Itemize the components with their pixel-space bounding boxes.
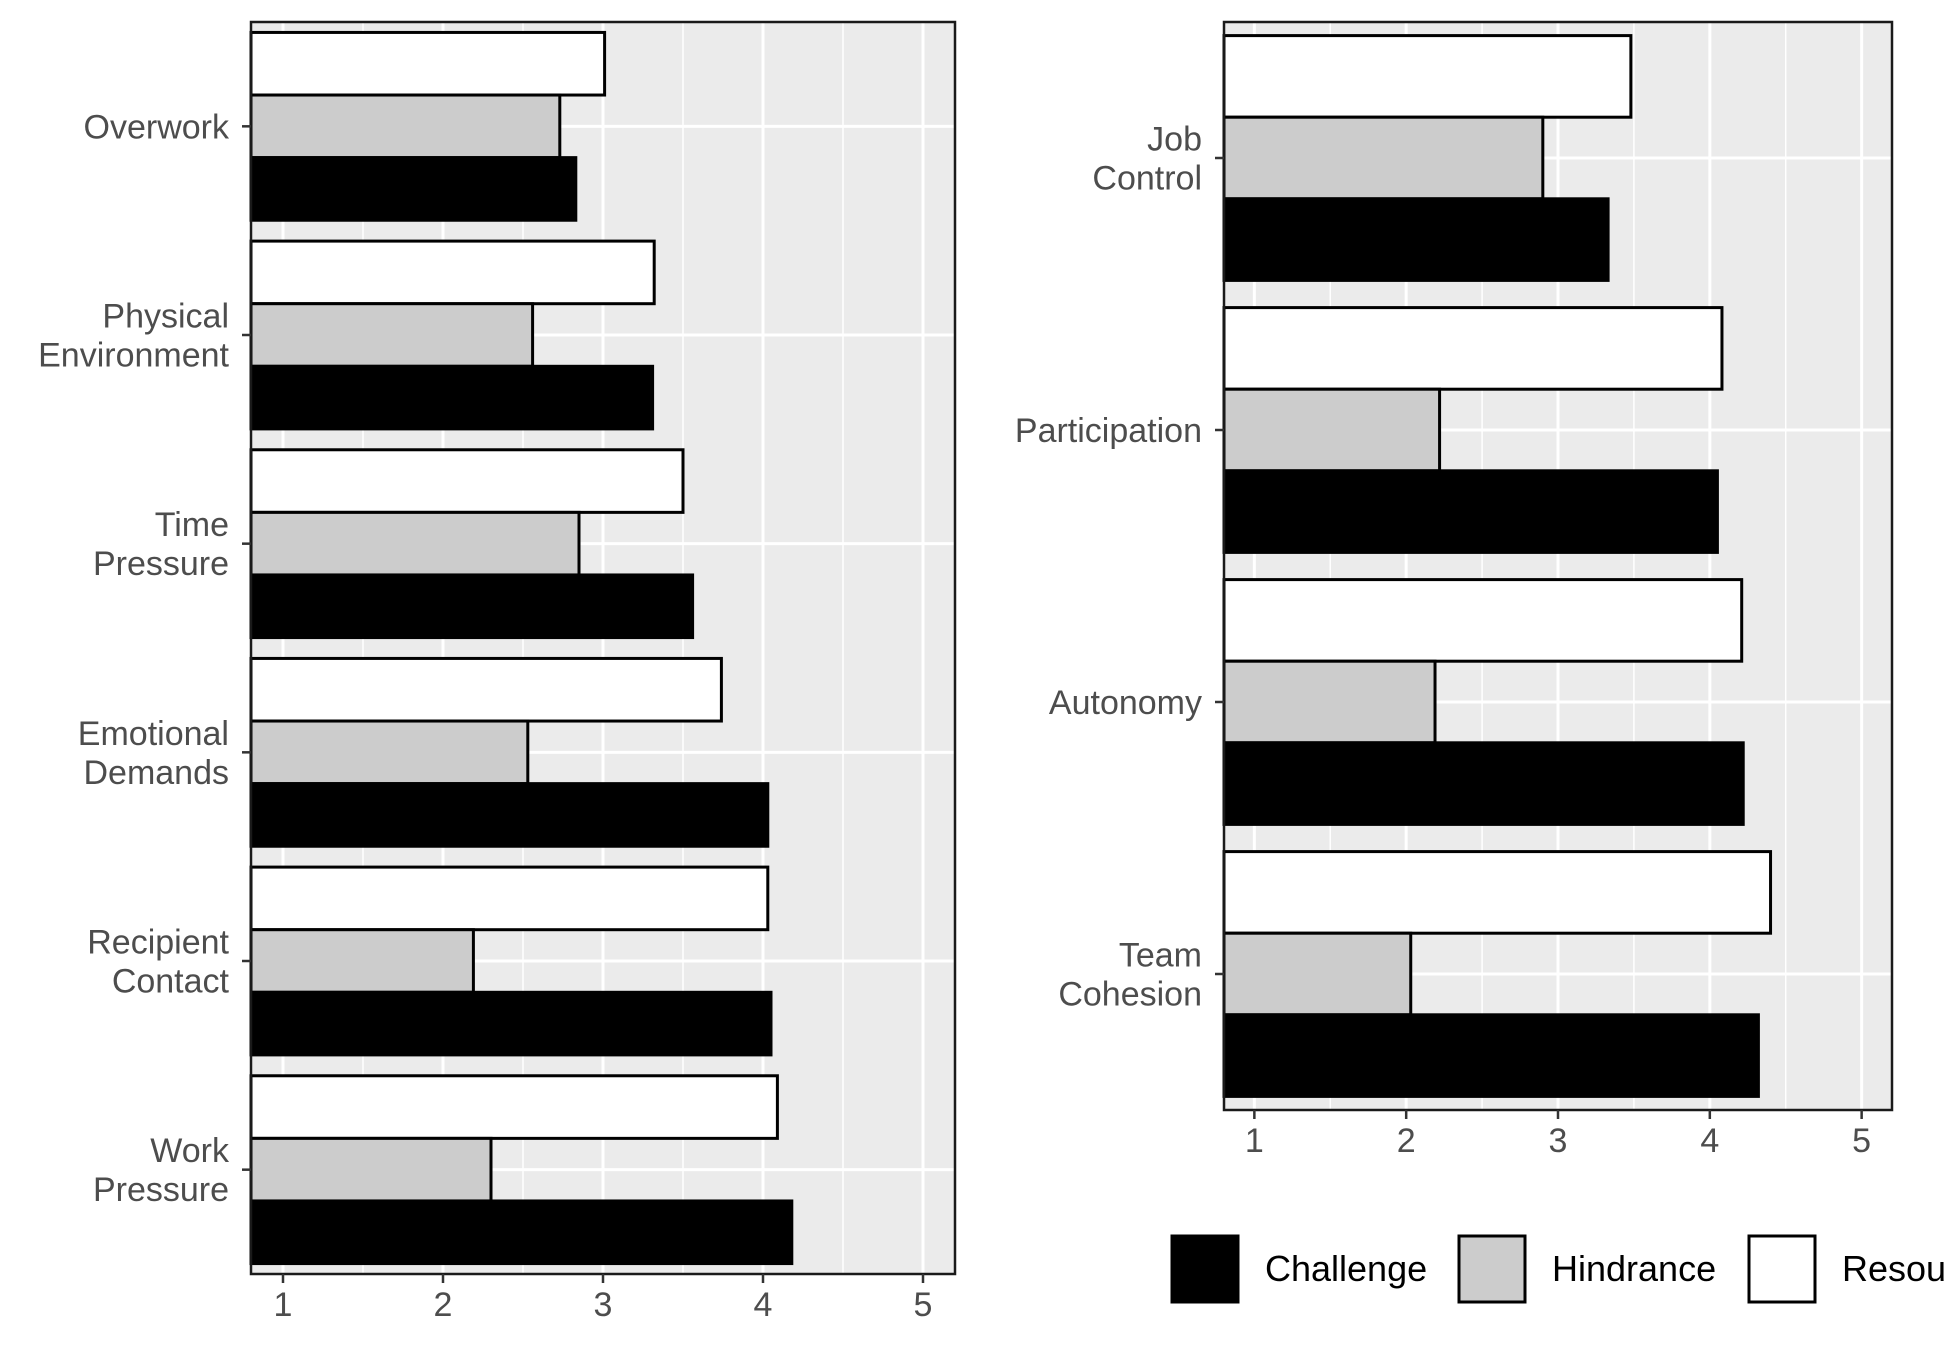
legend-label: Challenge	[1265, 1248, 1427, 1289]
y-category-label-line: Physical	[102, 298, 229, 336]
bar-challenge	[1222, 197, 1610, 282]
x-tick-label: 5	[1852, 1122, 1871, 1160]
y-category-label-line: Environment	[38, 337, 229, 375]
y-category-label-line: Pressure	[93, 1171, 229, 1209]
x-tick-label: 3	[1549, 1122, 1568, 1160]
bar-hindrance	[1222, 931, 1413, 1017]
bar-challenge	[1222, 741, 1745, 826]
legend-key-2	[1457, 1234, 1527, 1304]
y-category-label-line: Job	[1147, 121, 1202, 159]
bar-resources	[1222, 578, 1744, 663]
bar-resources	[249, 656, 723, 723]
x-tick-label: 2	[434, 1286, 453, 1324]
y-category-label: Work Pressure	[93, 1132, 230, 1209]
y-category-label: Job Control	[1092, 121, 1202, 198]
y-category-label-line: Time	[155, 506, 229, 544]
bar-challenge	[1222, 469, 1719, 554]
x-tick-label: 3	[594, 1286, 613, 1324]
y-category-label: Autonomy	[1049, 684, 1202, 722]
bar-hindrance	[1222, 387, 1442, 473]
legend-key-3	[1747, 1234, 1817, 1304]
y-category-label-line: Cohesion	[1058, 976, 1202, 1014]
legend-label: Resou	[1842, 1248, 1946, 1289]
bar-hindrance	[249, 510, 581, 577]
bar-hindrance	[249, 719, 530, 786]
bar-resources	[1222, 306, 1724, 391]
legend-label: Hindrance	[1552, 1248, 1716, 1289]
legend-key-1	[1170, 1234, 1240, 1304]
bar-challenge	[249, 364, 655, 431]
y-category-label: Time Pressure	[93, 506, 229, 583]
bar-hindrance	[249, 93, 562, 160]
bar-resources	[249, 448, 685, 514]
x-tick-label: 5	[914, 1286, 933, 1324]
y-category-label-line: Contact	[112, 963, 230, 1001]
bar-resources	[1222, 34, 1633, 119]
x-tick-label: 2	[1397, 1122, 1416, 1160]
bar-resources	[249, 865, 770, 932]
bar-hindrance	[249, 302, 535, 368]
bar-challenge	[249, 573, 695, 640]
y-category-label-line: Autonomy	[1049, 684, 1202, 722]
x-tick-label: 1	[1245, 1122, 1264, 1160]
y-category-label-line: Recipient	[87, 924, 229, 962]
y-category-label-line: Pressure	[93, 545, 229, 583]
bar-hindrance	[249, 1136, 493, 1203]
bar-resources	[249, 1074, 779, 1140]
y-category-label: Physical Environment	[38, 298, 229, 375]
bar-challenge	[249, 1199, 794, 1266]
bar-hindrance	[1222, 115, 1545, 201]
bar-resources	[249, 239, 656, 306]
bar-challenge	[1222, 1013, 1760, 1098]
y-category-label-line: Participation	[1015, 412, 1202, 450]
y-category-label: Participation	[1015, 412, 1202, 450]
y-category-label-line: Work	[150, 1132, 230, 1170]
y-category-label: Recipient Contact	[87, 924, 229, 1001]
y-category-label-line: Demands	[83, 754, 229, 792]
y-category-label-line: Emotional	[78, 715, 229, 753]
bar-challenge	[249, 782, 770, 848]
x-tick-label: 1	[274, 1286, 293, 1324]
bar-challenge	[249, 990, 773, 1057]
y-category-label-line: Team	[1119, 937, 1202, 975]
x-tick-label: 4	[754, 1286, 773, 1324]
y-category-label: Overwork	[84, 108, 230, 146]
bar-resources	[1222, 850, 1773, 935]
y-category-label: Emotional Demands	[78, 715, 229, 792]
bar-challenge	[249, 156, 578, 222]
y-category-label: Team Cohesion	[1058, 937, 1202, 1014]
bar-hindrance	[1222, 659, 1437, 745]
y-category-label-line: Control	[1092, 160, 1202, 198]
x-tick-label: 4	[1700, 1122, 1719, 1160]
y-category-label-line: Overwork	[84, 108, 230, 146]
bar-hindrance	[249, 928, 475, 994]
legend: Challenge Hindrance Resou	[1170, 1234, 1946, 1304]
bar-resources	[249, 30, 607, 97]
chart-panel-job-resources: 1 2 3 4 5 Job Control Participation Autonomy Team…	[1015, 20, 1894, 1160]
